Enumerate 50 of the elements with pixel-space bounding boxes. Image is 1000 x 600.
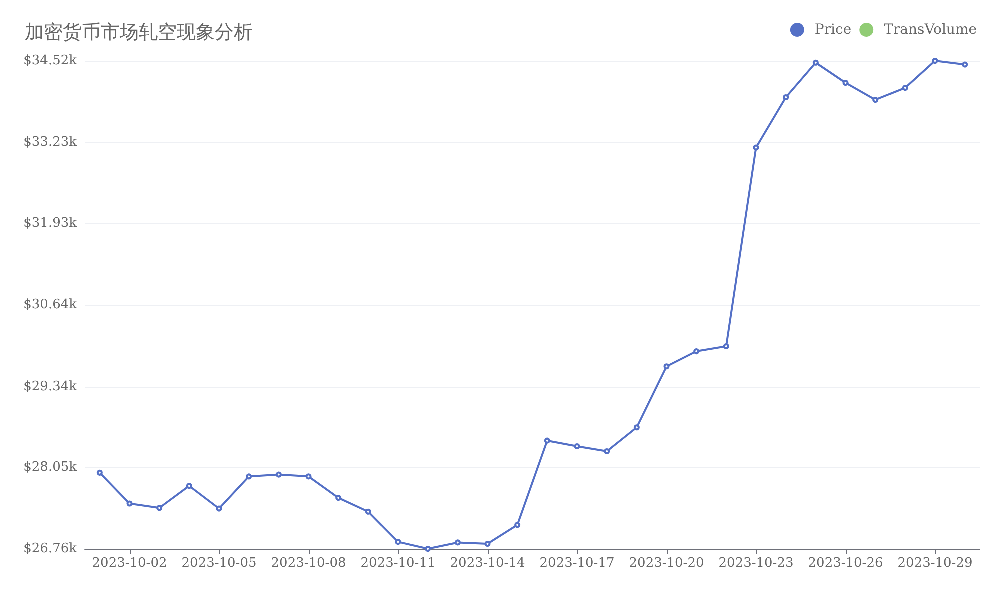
point <box>694 348 700 355</box>
point <box>634 424 640 431</box>
y-tick-label: $33.23k <box>24 134 78 150</box>
point <box>395 539 402 546</box>
point <box>425 546 432 552</box>
point <box>812 60 819 66</box>
x-tick-label: 2023-10-26 <box>808 556 884 571</box>
point <box>484 540 491 547</box>
point <box>306 474 312 480</box>
y-tick-label: $26.76k <box>24 542 78 556</box>
point <box>336 495 342 502</box>
point <box>902 85 908 92</box>
point <box>604 448 610 455</box>
x-tick-label: 2023-10-02 <box>92 556 168 571</box>
point <box>216 506 222 512</box>
y-tick-label: $31.93k <box>24 216 78 232</box>
x-tick-label: 2023-10-17 <box>540 556 615 571</box>
point <box>276 472 282 478</box>
point <box>126 500 133 507</box>
point <box>454 540 461 546</box>
point <box>156 505 163 512</box>
x-tick-label: 2023-10-20 <box>629 556 704 571</box>
x-tick-label: 2023-10-05 <box>182 556 257 571</box>
x-tick-label: 2023-10-29 <box>898 556 973 571</box>
point <box>962 62 968 68</box>
y-tick-label: $28.05k <box>24 460 78 476</box>
point <box>544 438 550 444</box>
legend-label: TransVolume <box>884 22 978 38</box>
x-tick-label: 2023-10-08 <box>271 556 346 571</box>
point <box>723 344 730 350</box>
legend-label: Price <box>814 22 852 38</box>
chart-title: 加密货币市场轧空现象分析 <box>25 22 253 44</box>
point <box>664 364 670 370</box>
point <box>932 58 938 64</box>
point <box>842 80 849 86</box>
x-tick-label: 2023-10-23 <box>718 556 794 571</box>
point <box>246 474 252 480</box>
point <box>753 144 760 151</box>
point <box>514 522 521 528</box>
point <box>186 483 192 490</box>
point <box>574 443 580 450</box>
x-tick-label: 2023-10-11 <box>360 556 436 571</box>
y-tick-label: $29.34k <box>24 379 78 394</box>
point <box>783 94 790 100</box>
x-tick-label: 2023-10-14 <box>450 556 526 571</box>
point <box>872 96 879 103</box>
y-tick-label: $30.64k <box>24 298 78 312</box>
point <box>365 508 372 515</box>
point <box>96 470 103 476</box>
y-tick-label: $34.52k <box>24 54 78 68</box>
